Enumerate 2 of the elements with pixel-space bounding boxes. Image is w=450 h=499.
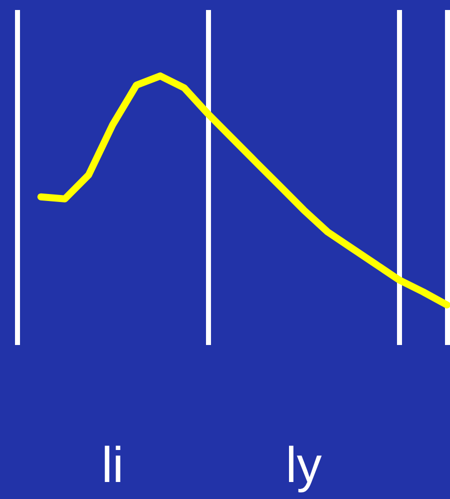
x-tick-label: li	[101, 437, 124, 493]
x-tick-label: ly	[286, 437, 322, 493]
